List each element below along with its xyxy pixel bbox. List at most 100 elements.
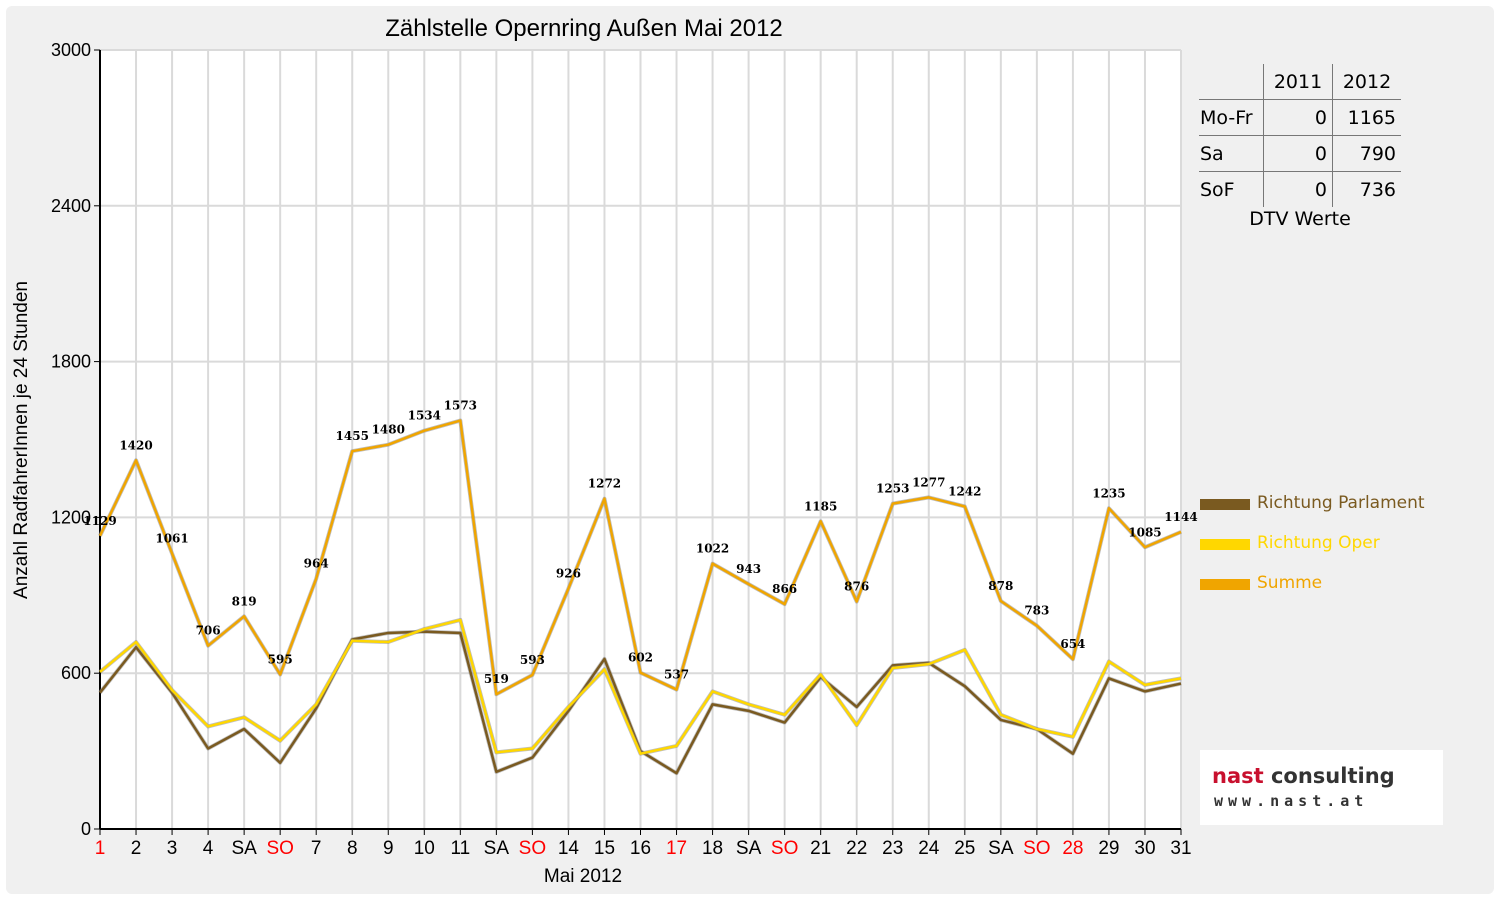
x-tick-label: 31	[1170, 838, 1191, 859]
data-label: 654	[1060, 637, 1085, 651]
chart-title: Zählstelle Opernring Außen Mai 2012	[385, 15, 783, 42]
logo-word-consulting: consulting	[1263, 764, 1395, 788]
dtv-row: Mo-Fr 0 1165	[1199, 99, 1401, 136]
data-labels: 1129 1420 1061 706 819 595 964 1455 148015341573…	[83, 399, 1197, 687]
legend-swatch	[1200, 499, 1250, 510]
data-label: 866	[772, 582, 797, 596]
dtv-value-2011: 0	[1263, 171, 1333, 207]
x-tick-label: 1	[95, 838, 106, 859]
data-label: 1061	[155, 531, 188, 545]
x-tick-label: SA	[231, 838, 257, 859]
x-axis-label: Mai 2012	[544, 866, 622, 887]
grid	[99, 49, 1182, 830]
y-tick-label: 1200	[51, 507, 91, 527]
data-label: 783	[1024, 604, 1049, 618]
logo-url: www.nast.at	[1214, 792, 1369, 810]
dtv-caption: DTV Werte	[1249, 208, 1351, 230]
data-label: 1455	[336, 429, 369, 443]
data-label: 1253	[876, 482, 909, 496]
data-label: 1185	[804, 499, 837, 513]
dtv-value-2011: 0	[1263, 135, 1333, 172]
x-tick-label: 21	[810, 838, 831, 859]
x-tick-label: 9	[383, 838, 394, 859]
x-tick-label: 24	[918, 838, 940, 859]
x-tick-label: SO	[266, 838, 293, 859]
x-tick-label: 2	[131, 838, 142, 859]
legend-label: Richtung Parlament	[1257, 493, 1425, 513]
x-tick-label: 16	[630, 838, 651, 859]
dtv-value-2012: 790	[1332, 135, 1401, 172]
x-tick-label: SA	[736, 838, 762, 859]
data-label: 943	[736, 562, 761, 576]
x-tick-label: 15	[594, 838, 615, 859]
dtv-corner	[1199, 64, 1264, 100]
x-tick-label: SO	[1023, 838, 1050, 859]
data-label: 1420	[119, 438, 152, 452]
dtv-col-2012: 2012	[1332, 64, 1401, 100]
data-label: 876	[844, 580, 869, 594]
x-tick-label: 22	[846, 838, 867, 859]
data-label: 819	[232, 594, 257, 608]
dtv-header-row: 2011 2012	[1199, 64, 1401, 100]
x-tick-label: SO	[519, 838, 546, 859]
x-tick-label: 11	[450, 838, 470, 859]
x-tick-label: 28	[1062, 838, 1083, 859]
legend-swatch	[1200, 579, 1250, 590]
x-tick-label: 4	[203, 838, 214, 859]
logo: nast consulting www.nast.at	[1200, 750, 1443, 825]
series-line	[99, 618, 1182, 755]
data-label: 1534	[408, 409, 441, 423]
dtv-row: SoF 0 736	[1199, 171, 1401, 207]
x-tick-label: 3	[167, 838, 178, 859]
data-label: 1022	[696, 542, 729, 556]
y-axis-label: Anzahl RadfahrerInnen je 24 Stunden	[11, 281, 32, 599]
data-label: 537	[664, 668, 689, 682]
legend-label: Richtung Oper	[1257, 533, 1380, 553]
data-label: 1235	[1092, 486, 1125, 500]
x-tick-label: 10	[414, 838, 435, 859]
x-tick-label: 30	[1134, 838, 1155, 859]
dtv-row: Sa 0 790	[1199, 135, 1401, 172]
data-label: 1277	[912, 475, 945, 489]
y-tick-label: 0	[81, 819, 91, 839]
series	[98, 418, 1182, 776]
logo-word-nast: nast	[1212, 764, 1264, 788]
y-tick-label: 1800	[51, 352, 91, 372]
data-label: 1242	[948, 484, 981, 498]
x-tick-label: SA	[988, 838, 1014, 859]
x-tick-label: 7	[311, 838, 322, 859]
x-tick-label: 18	[702, 838, 723, 859]
x-tick-label: SO	[771, 838, 798, 859]
logo-wordmark: nast consulting	[1212, 764, 1395, 788]
x-tick-label: 8	[347, 838, 358, 859]
data-label: 1480	[372, 423, 405, 437]
x-tick-label: 14	[558, 838, 580, 859]
dtv-value-2011: 0	[1263, 99, 1333, 136]
data-label: 1129	[83, 514, 116, 528]
dtv-value-2012: 1165	[1332, 99, 1401, 136]
data-label: 926	[556, 567, 581, 581]
x-tick-label: 29	[1098, 838, 1119, 859]
data-label: 519	[484, 672, 509, 686]
data-label: 878	[988, 579, 1013, 593]
x-tick-label: 25	[954, 838, 975, 859]
data-label: 602	[628, 651, 653, 665]
y-tick-label: 600	[61, 663, 91, 683]
x-tick-label: 23	[882, 838, 903, 859]
data-label: 706	[196, 624, 221, 638]
data-label: 1085	[1128, 525, 1161, 539]
data-label: 1573	[444, 399, 477, 413]
series-line	[98, 419, 1182, 696]
legend-swatch	[1200, 539, 1250, 550]
data-label: 595	[268, 652, 293, 666]
dtv-table: 2011 2012 Mo-Fr 0 1165 Sa 0 790 SoF 0 73…	[1199, 64, 1401, 207]
y-tick-label: 2400	[51, 196, 91, 216]
dtv-row-label: Mo-Fr	[1199, 99, 1264, 136]
legend-label: Summe	[1257, 573, 1323, 593]
dtv-row-label: Sa	[1199, 135, 1264, 172]
y-tick-label: 3000	[51, 40, 91, 60]
data-label: 1272	[588, 477, 621, 491]
x-tick-label: SA	[484, 838, 510, 859]
